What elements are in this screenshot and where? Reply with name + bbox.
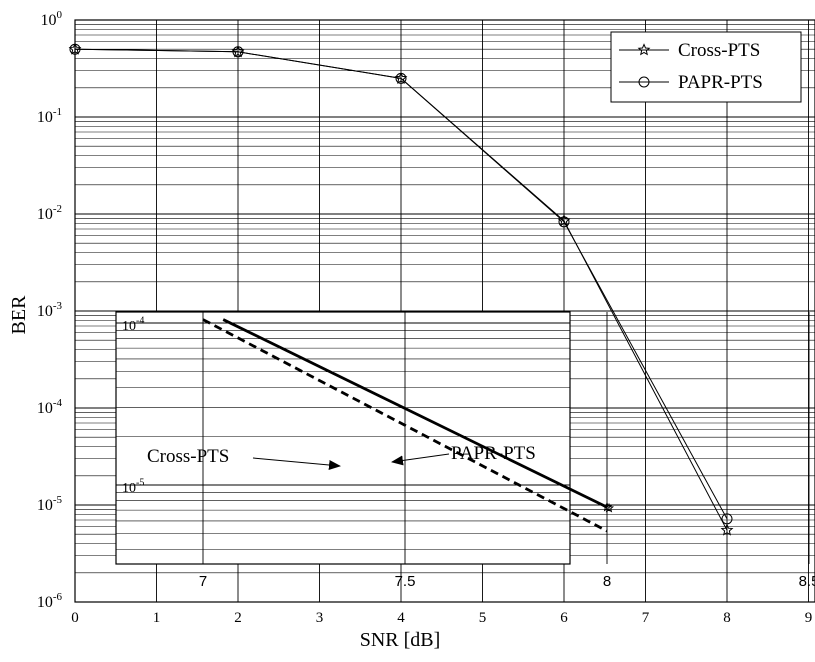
main-plot: 0 1 2 3 4 5 6 7 8 9 10-6 10-5 10-4 10-3 10-2 10-1 100 S… [8, 9, 815, 651]
star-marker [394, 71, 408, 84]
inset-x-tick: 8 [603, 573, 611, 590]
star-marker [637, 43, 651, 56]
main-y-tick-labels: 10-6 10-5 10-4 10-3 10-2 10-1 100 [37, 9, 63, 611]
inset-y-tick-labels: 10-4 10-5 [122, 316, 144, 496]
annotation-cross-pts: Cross-PTS [147, 446, 229, 467]
main-x-tick: 1 [153, 610, 161, 626]
legend-label: PAPR-PTS [678, 72, 763, 93]
series-line-papr-pts [74, 48, 728, 520]
main-y-tick: 10-1 [37, 106, 62, 126]
main-x-tick: 2 [234, 610, 242, 626]
main-x-tick: 6 [560, 610, 568, 626]
main-y-tick: 10-3 [37, 300, 63, 320]
main-x-tick: 7 [642, 610, 650, 626]
circle-marker [395, 72, 407, 84]
circle-marker [232, 46, 244, 58]
circle-marker [721, 513, 733, 525]
inset-x-tick: 7 [199, 573, 207, 590]
main-x-tick: 8 [723, 610, 731, 626]
star-marker [603, 502, 615, 513]
circle-marker [638, 76, 650, 88]
circle-marker [558, 216, 570, 228]
inset-x-tick: 7.5 [395, 573, 416, 590]
inset-y-tick: 10-4 [122, 316, 144, 334]
inset-grid [116, 312, 810, 564]
main-y-tick: 10-2 [37, 203, 62, 223]
x-axis-label: SNR [dB] [360, 629, 441, 651]
star-marker [720, 523, 734, 536]
main-y-tick: 10-6 [37, 591, 63, 611]
inset-series [202, 318, 615, 533]
legend-box [610, 31, 802, 103]
main-y-tick: 10-5 [37, 494, 63, 514]
main-x-tick: 4 [397, 610, 405, 626]
annotation-papr-pts: PAPR-PTS [451, 443, 536, 464]
main-series [68, 42, 734, 536]
main-x-tick-labels: 0 1 2 3 4 5 6 7 8 9 [71, 610, 812, 626]
legend: Cross-PTS PAPR-PTS [610, 31, 802, 103]
inset-x-tick-labels: 7 7.5 8 8.5 [199, 573, 815, 590]
inset-plot: 7 7.5 8 8.5 10-4 10-5 Cross-PTS PAPR-PTS [115, 311, 815, 590]
inset-line-cross-pts [202, 318, 608, 533]
main-y-tick: 100 [41, 9, 63, 29]
inset-frame [115, 311, 571, 565]
inset-y-tick: 10-5 [122, 478, 144, 496]
main-x-tick: 5 [479, 610, 487, 626]
legend-label: Cross-PTS [678, 40, 760, 61]
circle-marker [69, 43, 81, 55]
main-x-tick: 0 [71, 610, 79, 626]
main-x-tick: 3 [316, 610, 324, 626]
y-axis-label: BER [8, 295, 30, 335]
annotation-arrow-cross [252, 457, 341, 470]
inset-line-papr-pts [222, 318, 608, 509]
inset-background [116, 312, 570, 564]
main-y-tick: 10-4 [37, 397, 63, 417]
annotation-arrow-papr [391, 453, 450, 466]
star-marker [68, 42, 82, 55]
main-plot-frame [74, 19, 815, 603]
inset-annotations: Cross-PTS PAPR-PTS [147, 443, 536, 470]
inset-x-tick: 8.5 [799, 573, 815, 590]
star-marker [231, 45, 245, 58]
main-x-tick: 9 [805, 610, 813, 626]
